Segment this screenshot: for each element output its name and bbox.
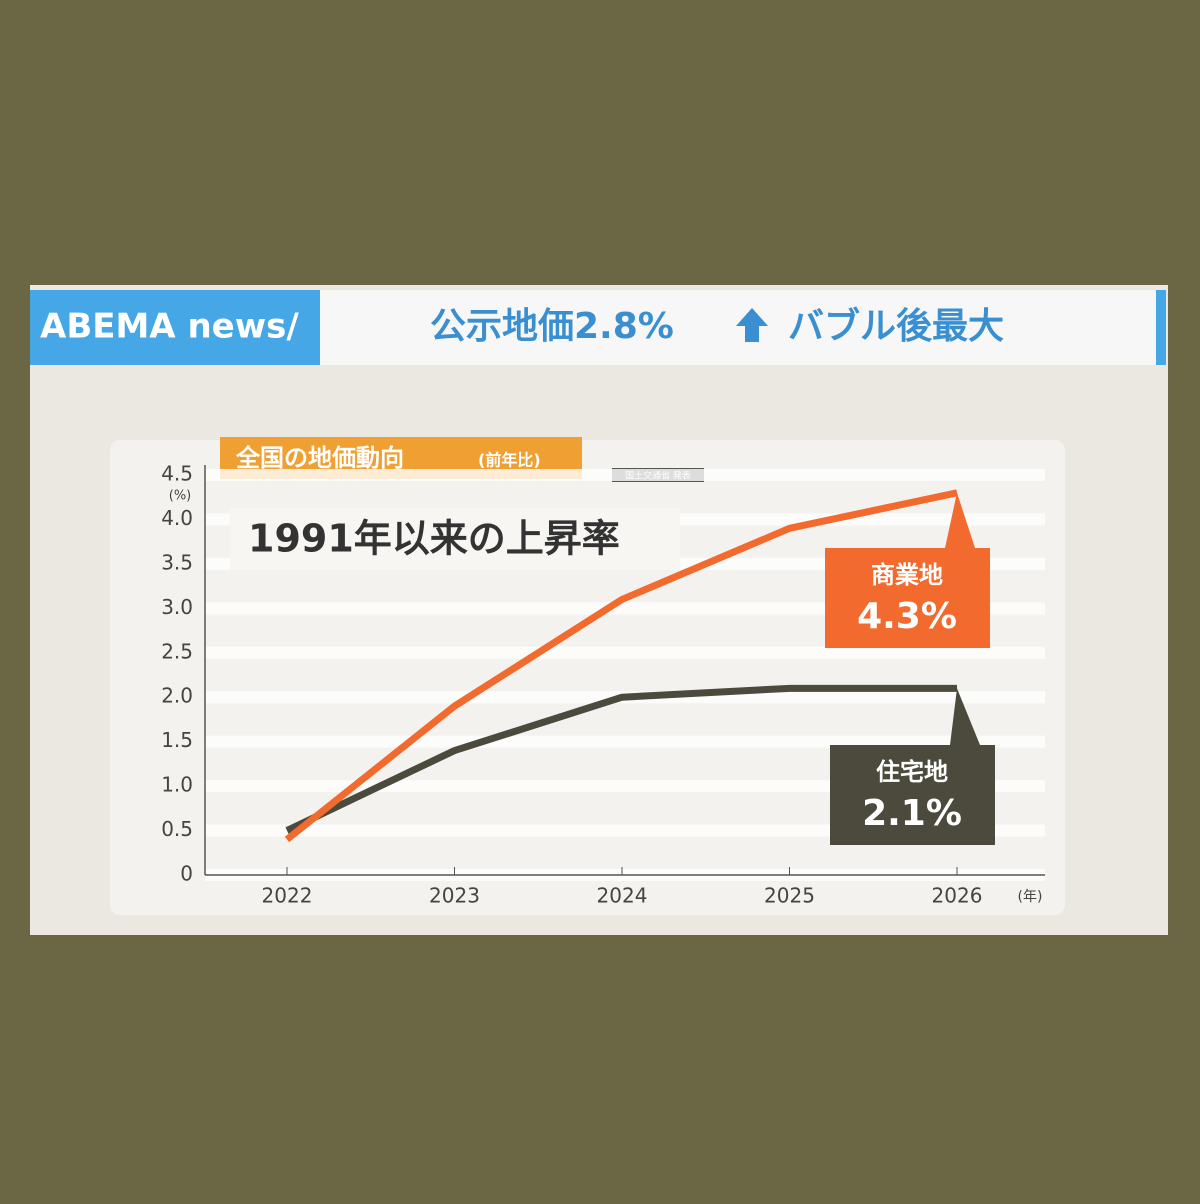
x-tick-label: 2024 [597,884,648,908]
y-tick-label: 4.0 [161,506,193,530]
logo-bg [30,290,320,365]
y-tick-label: 0.5 [161,817,193,841]
subtitle-note: (前年比) [478,451,541,470]
title: 公示地価2.8% [430,306,674,347]
y-tick-label: 2.5 [161,639,193,663]
annotation-bg [230,508,680,570]
x-unit: (年) [1018,889,1043,905]
legend-label: 住宅地 [876,758,948,786]
title-edge [1156,290,1166,365]
y-tick-label: 1.0 [161,773,193,797]
logo: ABEMA news/ [40,307,299,347]
y-tick-label: 3.0 [161,595,193,619]
y-tick-label: 0 [180,862,193,886]
y-unit: (%) [169,489,192,504]
x-tick-label: 2022 [262,884,313,908]
value-label: 2.1% [862,793,962,834]
x-tick-label: 2026 [932,884,983,908]
x-tick-label: 2025 [764,884,815,908]
title: バブル後最大 [788,305,1004,347]
y-tick-label: 4.5 [161,462,193,486]
line [284,489,958,843]
title-bg [320,290,1156,365]
line [285,684,957,834]
callout [830,688,995,845]
value-label: 4.3% [857,596,957,637]
legend-label: 商業地 [871,561,943,589]
plot: 0 0.5 1.0 1.5 2.0 2.5 3.0 3.5 4.0 4.5 2022 2023 2024… [161,462,1045,908]
callout [825,492,990,648]
x-tick-label: 2023 [429,884,480,908]
title-arrow [736,308,768,342]
subtitle: 全国の地価動向 [235,444,404,472]
y-tick-label: 3.5 [161,550,193,574]
annotation: 1991年以来の上昇率 [248,517,620,561]
y-tick-label: 1.5 [161,728,193,752]
y-tick-label: 2.0 [161,684,193,708]
